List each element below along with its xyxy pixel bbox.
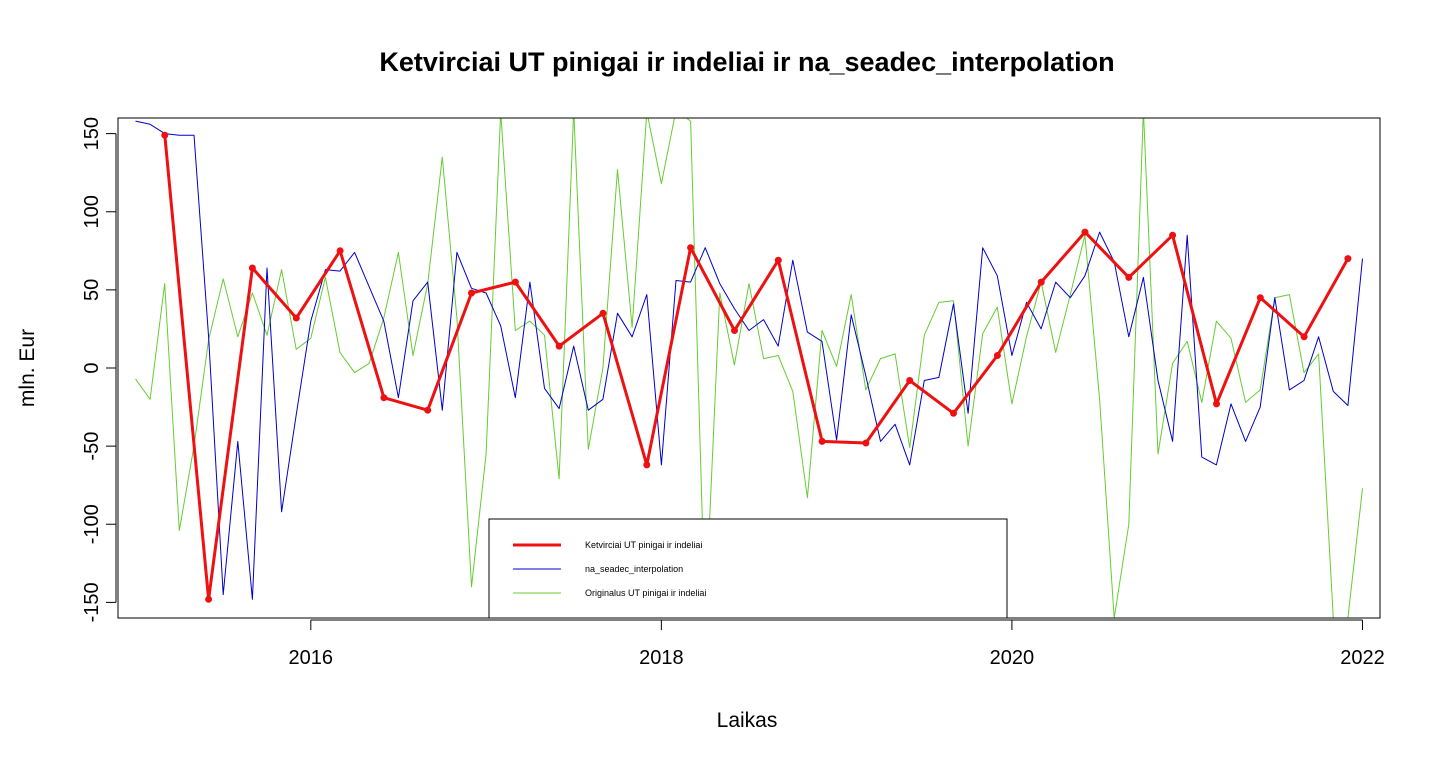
data-point <box>1037 278 1045 286</box>
x-tick-label: 2016 <box>289 647 334 669</box>
y-tick-label: -50 <box>81 432 103 461</box>
y-tick-label: 0 <box>81 362 103 373</box>
data-point <box>1081 228 1089 236</box>
data-point <box>292 314 300 322</box>
data-point <box>862 439 870 447</box>
data-point <box>599 309 607 317</box>
data-point <box>248 264 256 272</box>
data-point <box>1256 294 1264 302</box>
data-point <box>555 342 563 350</box>
data-point <box>468 289 475 297</box>
legend-box <box>488 518 1008 619</box>
data-point <box>161 131 169 139</box>
data-point <box>1169 231 1177 239</box>
data-point <box>511 278 519 286</box>
y-axis-label: mln. Eur <box>16 329 39 407</box>
y-axis: -150 -100 -50 0 50 100 150 <box>81 117 117 622</box>
data-point <box>1344 255 1352 263</box>
data-point <box>643 461 651 469</box>
data-point <box>950 409 957 417</box>
legend-label: Ketvirciai UT pinigai ir indeliai <box>585 540 702 550</box>
chart-title: Ketvirciai UT pinigai ir indeliai ir na_… <box>379 47 1114 77</box>
data-point <box>687 244 695 252</box>
data-point <box>424 406 432 414</box>
y-tick-label: 100 <box>81 195 103 228</box>
series-line-ketvirciai-ut-pinigai-ir-indeliai <box>163 135 1350 601</box>
data-point <box>380 394 388 402</box>
legend: Ketvirciai UT pinigai ir indeliai na_sead… <box>488 518 1008 619</box>
legend-label: Originalus UT pinigai ir indeliai <box>585 588 706 598</box>
series-layer <box>135 118 1363 618</box>
y-tick-label: -100 <box>81 504 103 544</box>
data-point <box>336 247 344 255</box>
x-axis-label: Laikas <box>717 709 778 732</box>
y-tick-label: 50 <box>81 279 103 301</box>
legend-label: na_seadec_interpolation <box>585 564 683 574</box>
data-point <box>1125 273 1133 281</box>
x-tick-label: 2018 <box>639 647 684 669</box>
series-line-na-seadec-interpolation <box>135 120 1363 600</box>
data-point <box>731 327 738 334</box>
data-point <box>1213 400 1220 408</box>
y-tick-label: 150 <box>81 117 103 150</box>
data-point <box>993 352 1001 359</box>
x-axis: 2016 2018 2020 2022 <box>289 619 1385 669</box>
data-point <box>818 437 826 445</box>
data-point <box>774 256 782 264</box>
x-tick-label: 2022 <box>1340 647 1385 669</box>
x-tick-label: 2020 <box>990 647 1035 669</box>
data-point <box>205 595 213 603</box>
data-point <box>906 377 914 384</box>
data-point <box>1300 333 1308 341</box>
series-line-originalus-ut-pinigai-ir-indeliai <box>135 118 1363 618</box>
y-tick-label: -150 <box>81 582 103 622</box>
